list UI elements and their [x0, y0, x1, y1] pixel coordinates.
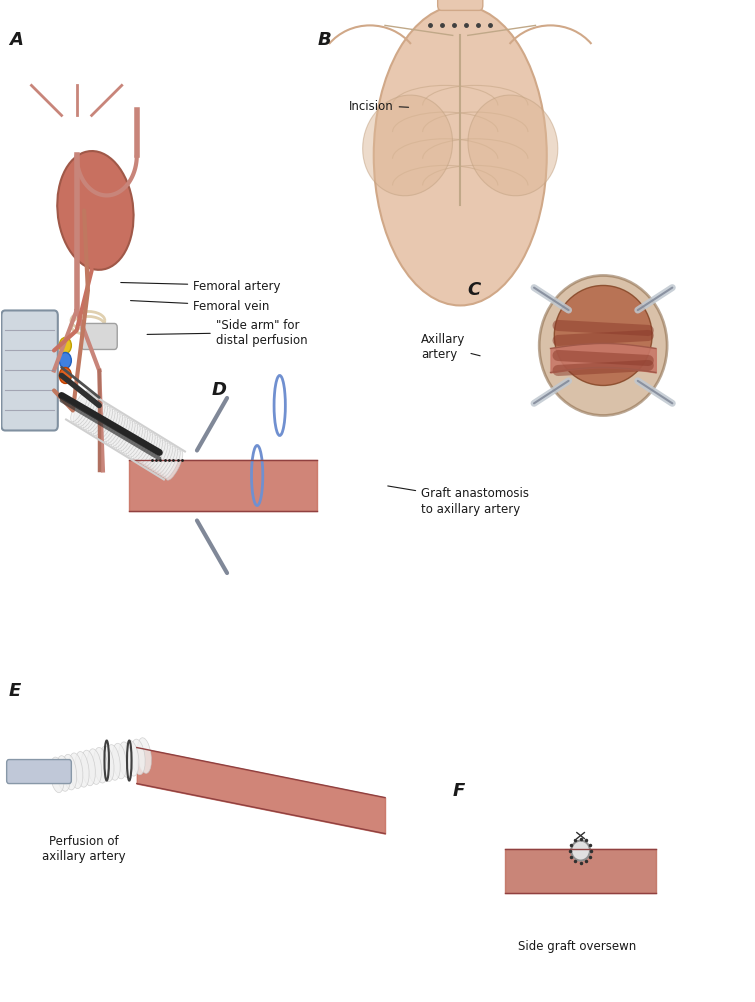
- Ellipse shape: [131, 739, 145, 775]
- FancyBboxPatch shape: [438, 0, 482, 11]
- Ellipse shape: [100, 746, 114, 782]
- Text: "Side arm" for
distal perfusion: "Side arm" for distal perfusion: [147, 320, 307, 347]
- Ellipse shape: [63, 755, 77, 791]
- Text: D: D: [212, 381, 227, 399]
- Ellipse shape: [71, 393, 88, 422]
- Ellipse shape: [149, 441, 165, 470]
- Ellipse shape: [111, 418, 128, 447]
- Ellipse shape: [161, 448, 177, 478]
- Ellipse shape: [151, 442, 168, 472]
- Ellipse shape: [134, 431, 150, 461]
- Ellipse shape: [98, 410, 115, 439]
- FancyBboxPatch shape: [7, 760, 71, 784]
- Ellipse shape: [164, 450, 180, 479]
- Text: Perfusion of
axillary artery: Perfusion of axillary artery: [42, 834, 126, 862]
- Text: Side graft oversewn: Side graft oversewn: [518, 939, 636, 952]
- Ellipse shape: [137, 738, 152, 774]
- FancyBboxPatch shape: [2, 312, 58, 431]
- Text: Incision: Incision: [349, 100, 408, 113]
- Ellipse shape: [153, 444, 171, 473]
- Text: F: F: [453, 781, 465, 799]
- Text: A: A: [9, 31, 23, 49]
- Ellipse shape: [88, 749, 102, 785]
- Ellipse shape: [468, 96, 558, 196]
- Ellipse shape: [57, 756, 70, 792]
- Ellipse shape: [362, 96, 452, 196]
- Ellipse shape: [113, 419, 130, 449]
- Ellipse shape: [112, 743, 127, 780]
- Ellipse shape: [166, 451, 183, 481]
- FancyBboxPatch shape: [81, 324, 117, 350]
- Ellipse shape: [73, 395, 90, 424]
- Ellipse shape: [103, 413, 120, 442]
- Text: Femoral vein: Femoral vein: [131, 300, 270, 313]
- Ellipse shape: [143, 438, 160, 467]
- Ellipse shape: [159, 447, 175, 476]
- Ellipse shape: [131, 430, 148, 459]
- Ellipse shape: [69, 754, 83, 789]
- Ellipse shape: [79, 398, 95, 427]
- Text: Femoral artery: Femoral artery: [121, 280, 281, 293]
- Ellipse shape: [128, 428, 145, 458]
- Ellipse shape: [116, 421, 133, 450]
- Ellipse shape: [121, 424, 137, 453]
- Ellipse shape: [101, 412, 118, 441]
- Text: C: C: [468, 282, 481, 300]
- Ellipse shape: [141, 436, 158, 465]
- Ellipse shape: [75, 752, 89, 788]
- Ellipse shape: [106, 415, 122, 444]
- Ellipse shape: [572, 841, 590, 861]
- Text: E: E: [9, 681, 21, 698]
- Ellipse shape: [81, 399, 97, 429]
- Text: Axillary
artery: Axillary artery: [421, 333, 480, 361]
- Text: Graft anastomosis
to axillary artery: Graft anastomosis to axillary artery: [388, 486, 529, 515]
- Ellipse shape: [86, 402, 103, 432]
- Ellipse shape: [136, 433, 153, 462]
- Ellipse shape: [156, 445, 173, 475]
- Ellipse shape: [94, 747, 108, 784]
- Ellipse shape: [83, 401, 100, 430]
- Ellipse shape: [91, 405, 107, 435]
- Ellipse shape: [50, 758, 64, 793]
- Circle shape: [60, 338, 71, 354]
- Ellipse shape: [94, 407, 110, 436]
- Ellipse shape: [125, 740, 139, 777]
- Ellipse shape: [554, 287, 652, 386]
- Ellipse shape: [146, 439, 163, 469]
- Ellipse shape: [108, 416, 125, 446]
- Ellipse shape: [96, 408, 112, 438]
- Ellipse shape: [539, 277, 667, 416]
- Circle shape: [60, 368, 71, 384]
- Circle shape: [60, 353, 71, 369]
- Ellipse shape: [126, 427, 143, 456]
- Ellipse shape: [119, 742, 133, 778]
- Ellipse shape: [123, 425, 140, 455]
- Ellipse shape: [82, 750, 95, 786]
- Ellipse shape: [76, 396, 93, 426]
- Ellipse shape: [106, 744, 120, 781]
- Ellipse shape: [57, 152, 134, 271]
- Ellipse shape: [138, 435, 156, 464]
- Ellipse shape: [374, 6, 547, 307]
- Ellipse shape: [119, 422, 135, 452]
- Ellipse shape: [88, 404, 105, 433]
- Text: B: B: [317, 31, 331, 49]
